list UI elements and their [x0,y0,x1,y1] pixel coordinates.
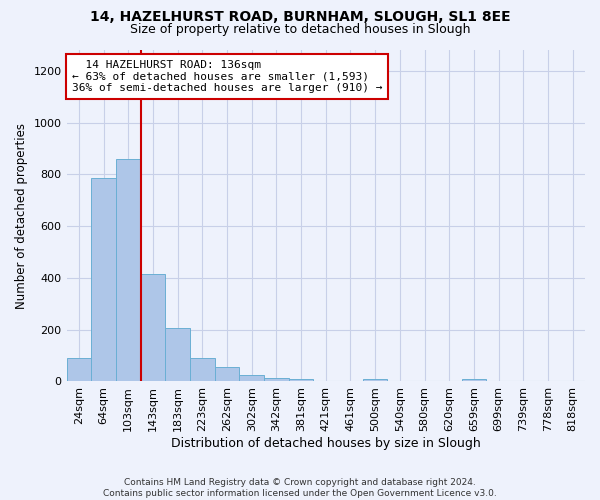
Bar [91,178,116,382]
Bar [264,378,289,382]
Bar [67,358,91,382]
Bar [116,159,140,382]
Text: 14, HAZELHURST ROAD, BURNHAM, SLOUGH, SL1 8EE: 14, HAZELHURST ROAD, BURNHAM, SLOUGH, SL… [89,10,511,24]
Bar [363,379,388,382]
Y-axis label: Number of detached properties: Number of detached properties [15,122,28,308]
Bar [239,375,264,382]
Bar [190,358,215,382]
Bar [165,328,190,382]
X-axis label: Distribution of detached houses by size in Slough: Distribution of detached houses by size … [171,437,481,450]
Bar [215,367,239,382]
Text: Size of property relative to detached houses in Slough: Size of property relative to detached ho… [130,22,470,36]
Bar [140,274,165,382]
Bar [461,379,486,382]
Bar [289,379,313,382]
Text: 14 HAZELHURST ROAD: 136sqm
← 63% of detached houses are smaller (1,593)
36% of s: 14 HAZELHURST ROAD: 136sqm ← 63% of deta… [72,60,382,93]
Text: Contains HM Land Registry data © Crown copyright and database right 2024.
Contai: Contains HM Land Registry data © Crown c… [103,478,497,498]
